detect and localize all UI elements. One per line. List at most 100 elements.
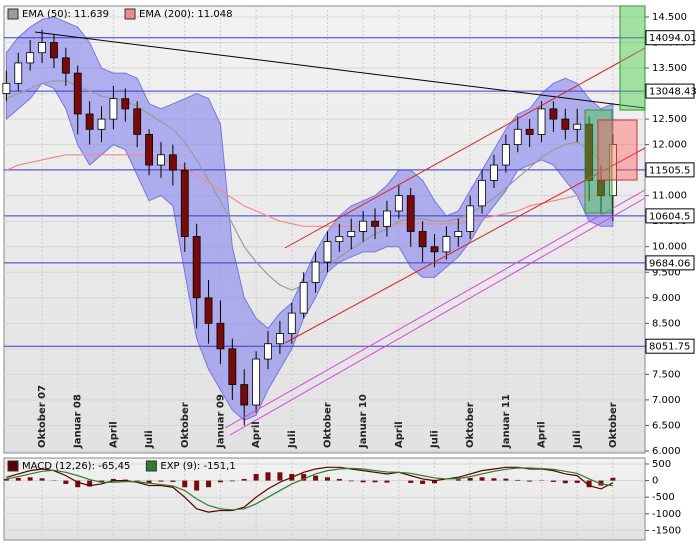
candle-body xyxy=(300,282,307,313)
candle-body xyxy=(15,63,22,83)
x-tick-label: Oktober xyxy=(465,402,476,448)
candle-body xyxy=(50,43,57,58)
macd-histogram xyxy=(551,481,556,482)
macd-histogram xyxy=(373,481,378,483)
x-tick-label: Januar 08 xyxy=(73,394,84,449)
candle-body xyxy=(514,129,521,144)
candle-body xyxy=(288,313,295,333)
candle-body xyxy=(455,231,462,236)
macd-histogram xyxy=(206,481,211,488)
candle-body xyxy=(253,359,260,405)
candle-body xyxy=(276,334,283,344)
y-tick-label: 9.000 xyxy=(652,293,681,304)
y-tick-label: 11.000 xyxy=(652,191,687,202)
macd-histogram xyxy=(277,472,282,480)
macd-histogram xyxy=(575,481,580,483)
candle-body xyxy=(526,129,533,134)
candle-body xyxy=(467,206,474,232)
candle-body xyxy=(205,298,212,324)
level-label: 9684.06 xyxy=(649,258,690,269)
macd-histogram xyxy=(242,479,247,481)
candle-body xyxy=(383,211,390,226)
macd-histogram xyxy=(325,477,330,480)
macd-histogram xyxy=(491,478,496,480)
x-tick-label: Juli xyxy=(287,430,298,449)
x-tick-label: Oktober xyxy=(608,402,619,448)
macd-histogram xyxy=(158,481,163,482)
candle-body xyxy=(62,58,69,73)
y-tick-label: 0 xyxy=(652,476,658,487)
candle-body xyxy=(324,242,331,262)
candle-body xyxy=(74,73,81,114)
macd-histogram xyxy=(610,478,615,481)
candle-body xyxy=(502,145,509,165)
candle-body xyxy=(193,237,200,298)
candle-body xyxy=(407,196,414,232)
candle-body xyxy=(229,349,236,385)
macd-histogram xyxy=(218,481,223,483)
x-tick-label: Juli xyxy=(572,430,583,449)
legend-swatch xyxy=(146,461,156,471)
candle-body xyxy=(86,114,93,129)
candle-body xyxy=(241,385,248,405)
candle-body xyxy=(479,180,486,206)
candle-body xyxy=(360,221,367,231)
level-label: 14094.01 xyxy=(649,33,696,44)
legend-label: EXP (9): -151,1 xyxy=(160,461,235,472)
macd-histogram xyxy=(563,481,568,484)
y-tick-label: 6.500 xyxy=(652,420,681,431)
macd-histogram xyxy=(456,479,461,480)
candle-body xyxy=(146,134,153,165)
candle-body xyxy=(3,83,10,93)
macd-histogram xyxy=(527,481,532,482)
macd-histogram xyxy=(63,481,68,484)
x-tick-label: Juli xyxy=(144,430,155,449)
candle-body xyxy=(217,323,224,349)
macd-histogram xyxy=(230,481,235,482)
candle-body xyxy=(169,155,176,170)
legend-label: MACD (12,26): -65,45 xyxy=(22,461,130,472)
macd-histogram xyxy=(503,479,508,481)
legend-swatch xyxy=(8,461,18,471)
x-tick-label: Oktober xyxy=(180,402,191,448)
macd-histogram xyxy=(182,481,187,488)
macd-histogram xyxy=(337,479,342,481)
candle-body xyxy=(490,165,497,180)
legend-swatch xyxy=(125,9,135,19)
y-tick-label: -1500 xyxy=(652,525,681,536)
zone-green xyxy=(620,6,645,110)
y-tick-label: 10.000 xyxy=(652,242,687,253)
candle-body xyxy=(27,53,34,63)
macd-histogram xyxy=(194,481,199,491)
candle-body xyxy=(538,109,545,135)
candle-body xyxy=(348,231,355,236)
candle-body xyxy=(431,247,438,252)
macd-histogram xyxy=(384,481,389,483)
y-tick-label: 12.000 xyxy=(652,140,687,151)
y-tick-label: 6.000 xyxy=(652,446,681,457)
y-tick-label: -1000 xyxy=(652,509,681,520)
candle-body xyxy=(574,124,581,129)
candle-body xyxy=(157,155,164,165)
level-label: 8051.75 xyxy=(649,342,690,353)
macd-histogram xyxy=(40,478,45,480)
legend-label: EMA (50): 11.639 xyxy=(22,9,109,20)
legend-swatch xyxy=(8,9,18,19)
candle-body xyxy=(443,237,450,252)
level-label: 11505.5 xyxy=(649,165,690,176)
candle-body xyxy=(181,170,188,236)
macd-histogram xyxy=(468,478,473,481)
y-tick-label: 14.500 xyxy=(652,12,687,23)
x-tick-label: Juli xyxy=(430,430,441,449)
y-tick-label: 13.500 xyxy=(652,63,687,74)
x-tick-label: April xyxy=(537,421,548,448)
macd-histogram xyxy=(170,481,175,482)
x-tick-label: Januar 09 xyxy=(215,394,226,449)
macd-histogram xyxy=(361,481,366,483)
macd-histogram xyxy=(515,480,520,481)
candle-body xyxy=(312,262,319,282)
y-tick-label: 500 xyxy=(652,459,671,470)
y-tick-label: 12.500 xyxy=(652,114,687,125)
y-tick-label: -500 xyxy=(652,492,675,503)
